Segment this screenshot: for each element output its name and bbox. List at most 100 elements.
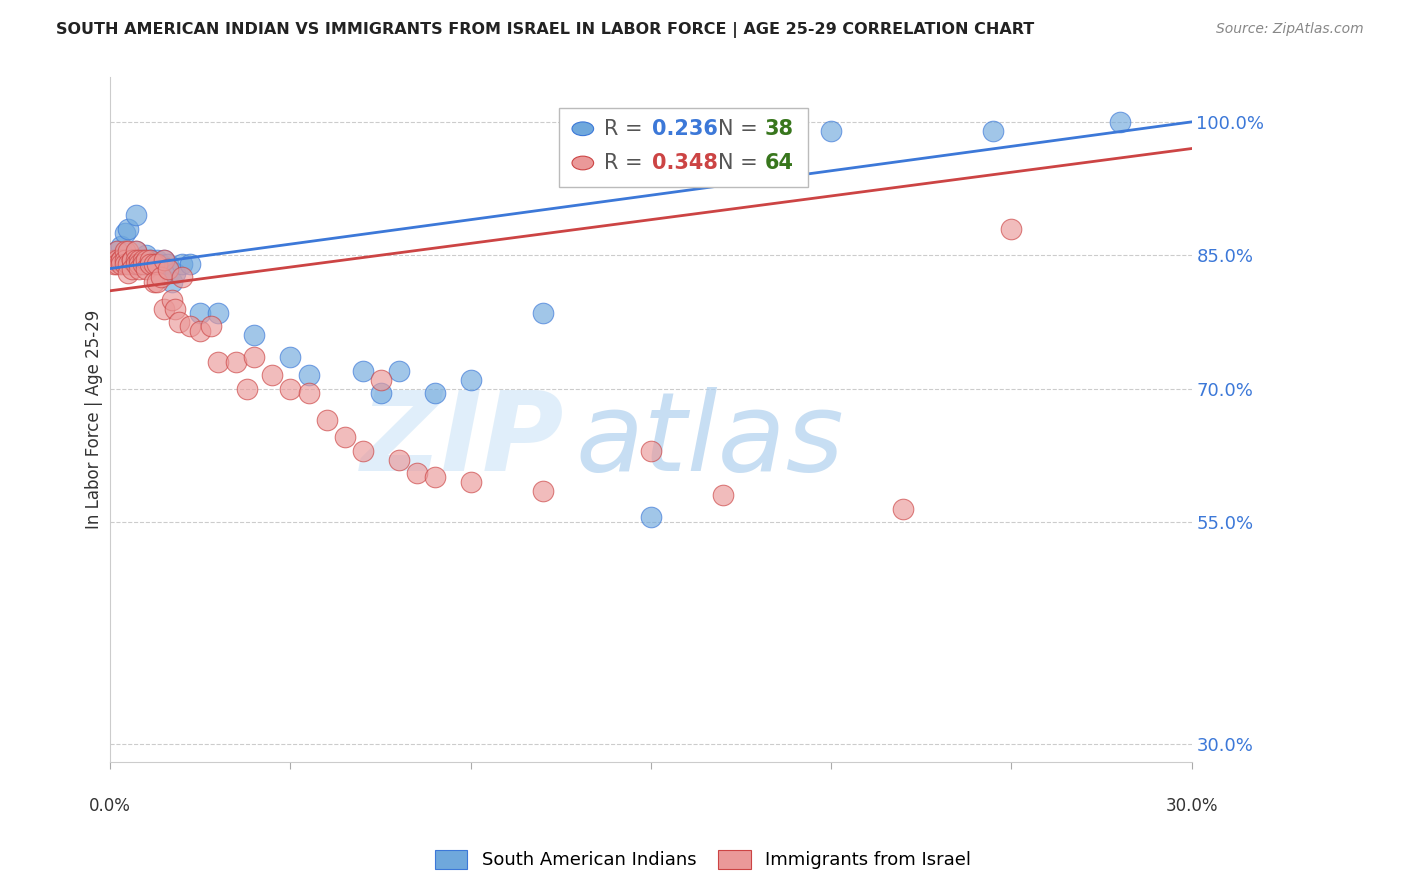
Point <box>200 319 222 334</box>
Point <box>103 252 125 267</box>
Point <box>103 252 125 267</box>
Point <box>132 257 155 271</box>
Point <box>132 252 155 267</box>
Y-axis label: In Labor Force | Age 25-29: In Labor Force | Age 25-29 <box>86 310 103 529</box>
Point <box>207 306 229 320</box>
Point <box>110 252 132 267</box>
Point <box>128 252 150 267</box>
FancyBboxPatch shape <box>560 108 807 187</box>
Point <box>460 475 482 489</box>
Point <box>640 510 662 524</box>
Point <box>110 239 132 253</box>
Point <box>243 328 266 343</box>
Point <box>1108 115 1130 129</box>
Text: atlas: atlas <box>575 386 844 493</box>
Point <box>135 248 157 262</box>
Point <box>352 443 374 458</box>
Point <box>160 293 183 307</box>
Point <box>236 382 259 396</box>
Text: N =: N = <box>718 119 765 139</box>
Point <box>139 257 162 271</box>
Point <box>128 257 150 271</box>
Point <box>110 257 132 271</box>
Point <box>531 483 554 498</box>
Point <box>405 466 427 480</box>
Text: 0.236: 0.236 <box>652 119 718 139</box>
Point <box>179 257 201 271</box>
Point <box>114 252 136 267</box>
Point <box>297 386 319 401</box>
Point <box>117 244 139 258</box>
Point <box>124 257 146 271</box>
Point <box>172 257 194 271</box>
Circle shape <box>572 122 593 136</box>
Point <box>142 257 165 271</box>
Point <box>423 470 446 484</box>
Point <box>315 412 337 426</box>
Point <box>280 382 302 396</box>
Point <box>190 324 212 338</box>
Text: ZIP: ZIP <box>361 386 564 493</box>
Point <box>1000 221 1022 235</box>
Point <box>146 257 169 271</box>
Point <box>207 355 229 369</box>
Point <box>121 252 143 267</box>
Point <box>135 261 157 276</box>
Point <box>124 208 146 222</box>
Point <box>121 261 143 276</box>
Text: 0.348: 0.348 <box>652 153 718 173</box>
Point <box>983 124 1005 138</box>
Point <box>165 301 187 316</box>
Point <box>160 275 183 289</box>
Point <box>139 252 162 267</box>
Point <box>146 252 169 267</box>
Point <box>149 257 172 271</box>
Legend: South American Indians, Immigrants from Israel: South American Indians, Immigrants from … <box>426 841 980 879</box>
Point <box>820 124 842 138</box>
Point <box>103 257 125 271</box>
Point <box>352 364 374 378</box>
Text: R =: R = <box>605 153 650 173</box>
Point <box>117 257 139 271</box>
Point <box>165 266 187 280</box>
Point <box>167 315 190 329</box>
Point <box>640 443 662 458</box>
Point <box>146 275 169 289</box>
Point <box>172 270 194 285</box>
Point <box>891 501 914 516</box>
Point <box>124 244 146 258</box>
Point <box>388 364 411 378</box>
Point <box>333 430 356 444</box>
Point <box>297 368 319 383</box>
Point <box>107 244 129 258</box>
Point <box>388 452 411 467</box>
Point <box>156 257 179 271</box>
Point <box>135 252 157 267</box>
Point <box>132 252 155 267</box>
Point <box>107 257 129 271</box>
Point <box>117 221 139 235</box>
Text: Source: ZipAtlas.com: Source: ZipAtlas.com <box>1216 22 1364 37</box>
Text: SOUTH AMERICAN INDIAN VS IMMIGRANTS FROM ISRAEL IN LABOR FORCE | AGE 25-29 CORRE: SOUTH AMERICAN INDIAN VS IMMIGRANTS FROM… <box>56 22 1035 38</box>
Point <box>153 252 176 267</box>
Text: R =: R = <box>605 119 650 139</box>
Point <box>114 226 136 240</box>
Point <box>121 252 143 267</box>
Point <box>124 244 146 258</box>
Point <box>243 351 266 365</box>
Text: 30.0%: 30.0% <box>1166 797 1218 814</box>
Point <box>156 261 179 276</box>
Point <box>153 252 176 267</box>
Point <box>370 373 392 387</box>
Point <box>153 301 176 316</box>
Point <box>117 252 139 267</box>
Point <box>142 257 165 271</box>
Text: 0.0%: 0.0% <box>90 797 131 814</box>
Point <box>142 275 165 289</box>
Point <box>110 252 132 267</box>
Point <box>370 386 392 401</box>
Point <box>121 257 143 271</box>
Text: N =: N = <box>718 153 765 173</box>
Point <box>460 373 482 387</box>
Point <box>711 488 734 502</box>
